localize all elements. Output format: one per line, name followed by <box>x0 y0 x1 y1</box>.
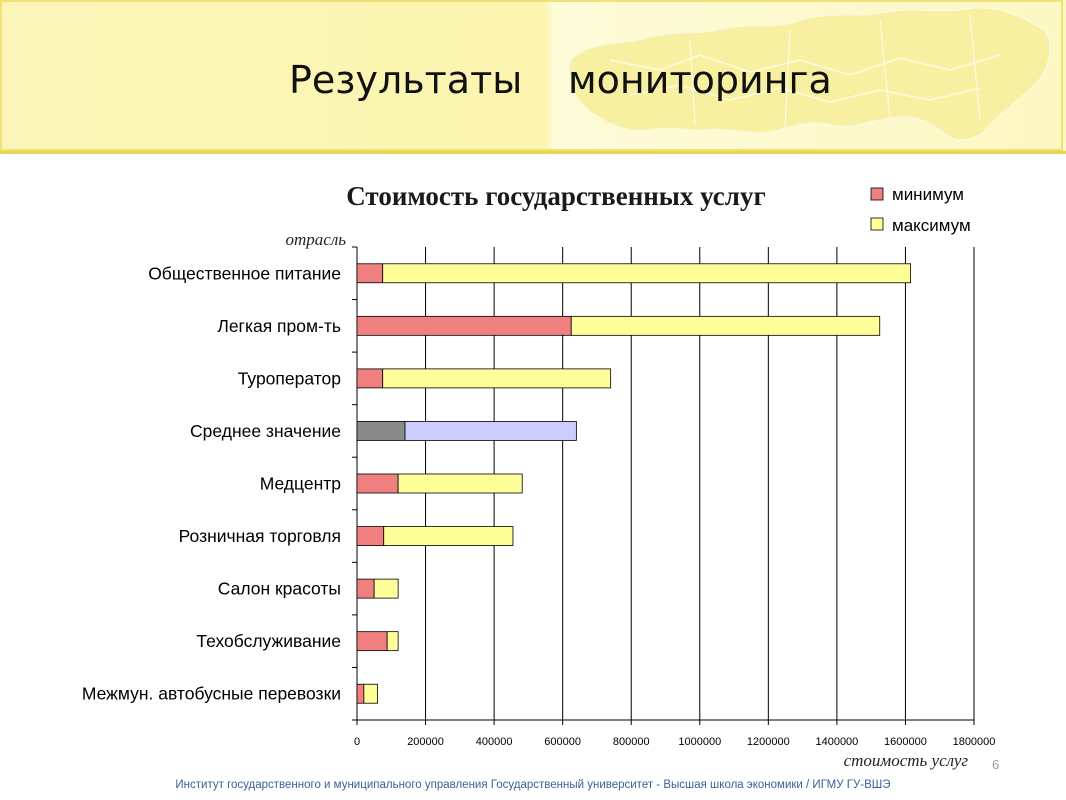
slide-title-part2: мониторинга <box>568 58 832 102</box>
x-axis-label: стоимость услуг <box>844 751 969 770</box>
legend-label-max: максимум <box>892 216 971 235</box>
category-label: Розничная торговля <box>179 526 341 546</box>
category-label: Среднее значение <box>190 421 341 441</box>
bar-min <box>356 578 375 599</box>
x-tick-label: 800000 <box>613 736 650 748</box>
bar-min <box>356 683 365 704</box>
x-tick-label: 1400000 <box>815 736 858 748</box>
x-tick-label: 600000 <box>544 736 581 748</box>
x-tick-label: 1200000 <box>747 736 790 748</box>
legend: минимум максимум <box>870 185 971 235</box>
x-tick-label: 400000 <box>476 736 513 748</box>
legend-swatch-max <box>870 217 884 231</box>
legend-swatch-min <box>870 187 884 201</box>
bar-max <box>382 263 911 284</box>
bar-max <box>363 683 378 704</box>
slide-header: Результаты мониторинга <box>0 0 1066 154</box>
page-number: 6 <box>992 757 1000 772</box>
bar-min <box>356 421 406 441</box>
bar-min <box>356 473 399 494</box>
y-axis-label: отрасль <box>286 230 347 249</box>
category-label: Межмун. автобусные перевозки <box>82 684 341 704</box>
category-label: Салон красоты <box>218 579 341 599</box>
category-label: Общественное питание <box>148 263 341 283</box>
chart-title: Стоимость государственных услуг <box>346 181 765 211</box>
bar-min <box>356 526 385 546</box>
x-tick-label: 0 <box>354 736 360 748</box>
bar-min <box>356 315 572 336</box>
bar-max <box>404 421 577 441</box>
bar-max <box>570 315 881 336</box>
cost-chart: Стоимость государственных услуг минимум … <box>82 181 996 770</box>
x-tick-label: 1000000 <box>678 736 721 748</box>
x-tick-label: 1600000 <box>884 736 927 748</box>
bar-max <box>373 578 399 599</box>
category-label: Техобслуживание <box>196 631 341 651</box>
x-tick-label: 200000 <box>407 736 444 748</box>
bar-min <box>356 368 384 389</box>
category-label: Медцентр <box>260 474 341 494</box>
plot-area: 0 200000 400000 600000 800000 1000000 1200000 1… <box>82 246 996 748</box>
x-tick-label: 1800000 <box>953 736 996 748</box>
legend-label-min: минимум <box>892 185 964 204</box>
slide-footer: Институт государственного и муниципально… <box>175 779 891 791</box>
category-label: Туроператор <box>238 368 341 388</box>
bar-max <box>382 368 612 389</box>
slide-title-part1: Результаты <box>289 58 523 102</box>
bar-min <box>356 631 388 652</box>
bar-max <box>397 473 523 494</box>
bar-max <box>383 526 514 546</box>
bar-max <box>386 631 399 652</box>
category-label: Легкая пром-ть <box>217 316 341 336</box>
bar-min <box>356 263 384 284</box>
russia-map-icon <box>568 6 1052 142</box>
header-border <box>0 0 1063 151</box>
